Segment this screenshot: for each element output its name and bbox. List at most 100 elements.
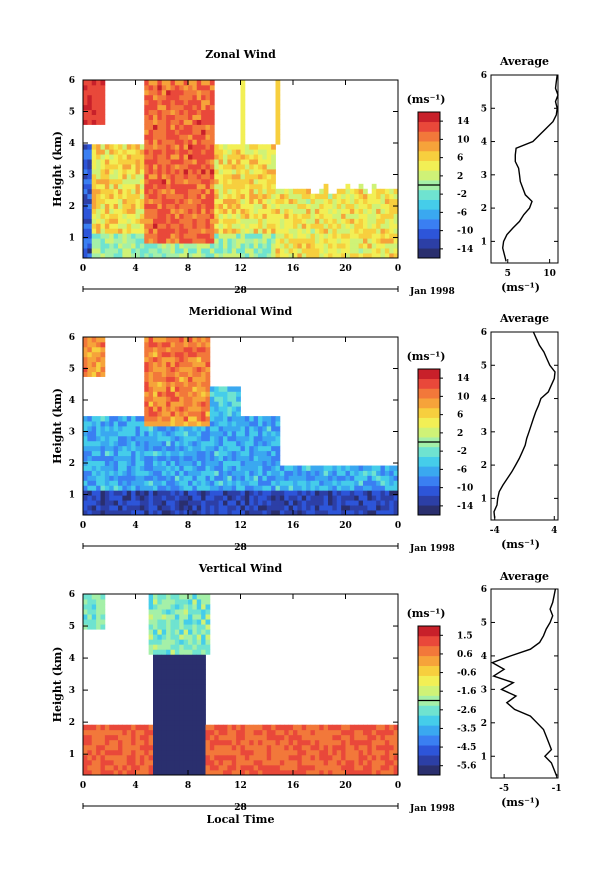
heatmap-cell: [371, 485, 377, 491]
heatmap-cell: [393, 490, 399, 496]
heatmap-cell: [227, 144, 233, 150]
heatmap-cell: [83, 346, 88, 353]
heatmap-cell: [104, 248, 110, 254]
heatmap-cell: [139, 193, 145, 200]
heatmap-cell: [223, 159, 228, 165]
heatmap-cell: [319, 759, 325, 766]
heatmap-cell: [148, 594, 154, 600]
heatmap-cell: [205, 84, 211, 91]
heatmap-cell: [174, 421, 180, 427]
heatmap-cell: [188, 346, 193, 353]
heatmap-cell: [192, 634, 198, 640]
heatmap-cell: [275, 253, 281, 259]
heatmap-cell: [170, 228, 176, 234]
heatmap-cell: [253, 749, 259, 756]
heatmap-cell: [284, 505, 290, 511]
heatmap-cell: [240, 460, 246, 466]
heatmap-cell: [170, 659, 176, 665]
heatmap-cell: [223, 411, 228, 417]
heatmap-cell: [231, 238, 237, 244]
heatmap-cell: [341, 193, 346, 200]
heatmap-cell: [218, 178, 224, 185]
heatmap-cell: [358, 764, 364, 771]
heatmap-cell: [157, 243, 163, 249]
heatmap-cell: [358, 243, 364, 249]
heatmap-cell: [349, 754, 355, 761]
heatmap-cell: [87, 341, 93, 348]
heatmap-cell: [341, 490, 346, 496]
heatmap-cell: [166, 243, 171, 249]
heatmap-cell: [253, 490, 259, 496]
heatmap-cell: [153, 376, 158, 382]
heatmap-cell: [323, 724, 329, 731]
heatmap-cell: [354, 769, 360, 776]
heatmap-cell: [384, 248, 390, 254]
heatmap-cell: [109, 744, 115, 751]
heatmap-cell: [196, 654, 202, 660]
heatmap-cell: [384, 470, 390, 476]
heatmap-cell: [223, 421, 228, 427]
heatmap-cell: [266, 149, 272, 155]
heatmap-cell: [87, 149, 93, 155]
heatmap-cell: [157, 759, 163, 766]
heatmap-cell: [179, 218, 185, 224]
heatmap-cell: [83, 238, 88, 244]
heatmap-cell: [153, 401, 158, 407]
heatmap-cell: [126, 223, 132, 229]
heatmap-cell: [249, 426, 255, 432]
heatmap-cell: [109, 223, 115, 229]
heatmap-cell: [183, 739, 189, 746]
heatmap-cell: [275, 188, 281, 195]
heatmap-cell: [231, 144, 237, 150]
heatmap-cell: [153, 599, 158, 605]
heatmap-cell: [192, 430, 198, 437]
heatmap-cell: [113, 223, 119, 229]
heatmap-cell: [367, 724, 373, 731]
heatmap-cell: [157, 94, 163, 101]
heatmap-cell: [174, 188, 180, 195]
heatmap-cell: [148, 188, 154, 195]
heatmap-cell: [258, 183, 263, 190]
heatmap-cell: [166, 238, 171, 244]
heatmap-cell: [148, 619, 154, 625]
heatmap-cell: [323, 759, 329, 766]
heatmap-cell: [205, 218, 211, 224]
heatmap-cell: [153, 149, 158, 155]
heatmap-cell: [166, 337, 171, 343]
heatmap-cell: [96, 164, 101, 170]
heatmap-cell: [209, 435, 215, 442]
heatmap-cell: [223, 465, 228, 471]
heatmap-cell: [183, 470, 189, 476]
heatmap-cell: [188, 764, 193, 771]
heatmap-cell: [244, 729, 250, 736]
heatmap-cell: [122, 495, 128, 501]
heatmap-cell: [266, 430, 272, 437]
heatmap-cell: [266, 169, 272, 175]
heatmap-cell: [240, 243, 246, 249]
heatmap-cell: [192, 421, 198, 427]
heatmap-cell: [139, 744, 145, 751]
heatmap-cell: [358, 218, 364, 224]
heatmap-cell: [301, 470, 307, 476]
heatmap-cell: [157, 624, 163, 630]
heatmap-cell: [223, 233, 228, 239]
heatmap-cell: [144, 89, 150, 96]
heatmap-cell: [380, 238, 386, 244]
heatmap-cell: [218, 253, 224, 259]
heatmap-cell: [319, 510, 325, 516]
heatmap-cell: [131, 164, 136, 170]
heatmap-cell: [153, 654, 158, 660]
heatmap-cell: [201, 639, 206, 645]
heatmap-cell: [209, 440, 215, 447]
heatmap-cell: [376, 734, 381, 741]
heatmap-cell: [179, 759, 185, 766]
heatmap-cell: [100, 729, 106, 736]
heatmap-cell: [170, 144, 176, 150]
heatmap-cell: [118, 465, 123, 471]
heatmap-cell: [87, 213, 93, 219]
heatmap-cell: [332, 470, 338, 476]
heatmap-cell: [139, 144, 145, 150]
heatmap-cell: [100, 599, 106, 605]
heatmap-cell: [244, 754, 250, 761]
heatmap-cell: [157, 361, 163, 368]
